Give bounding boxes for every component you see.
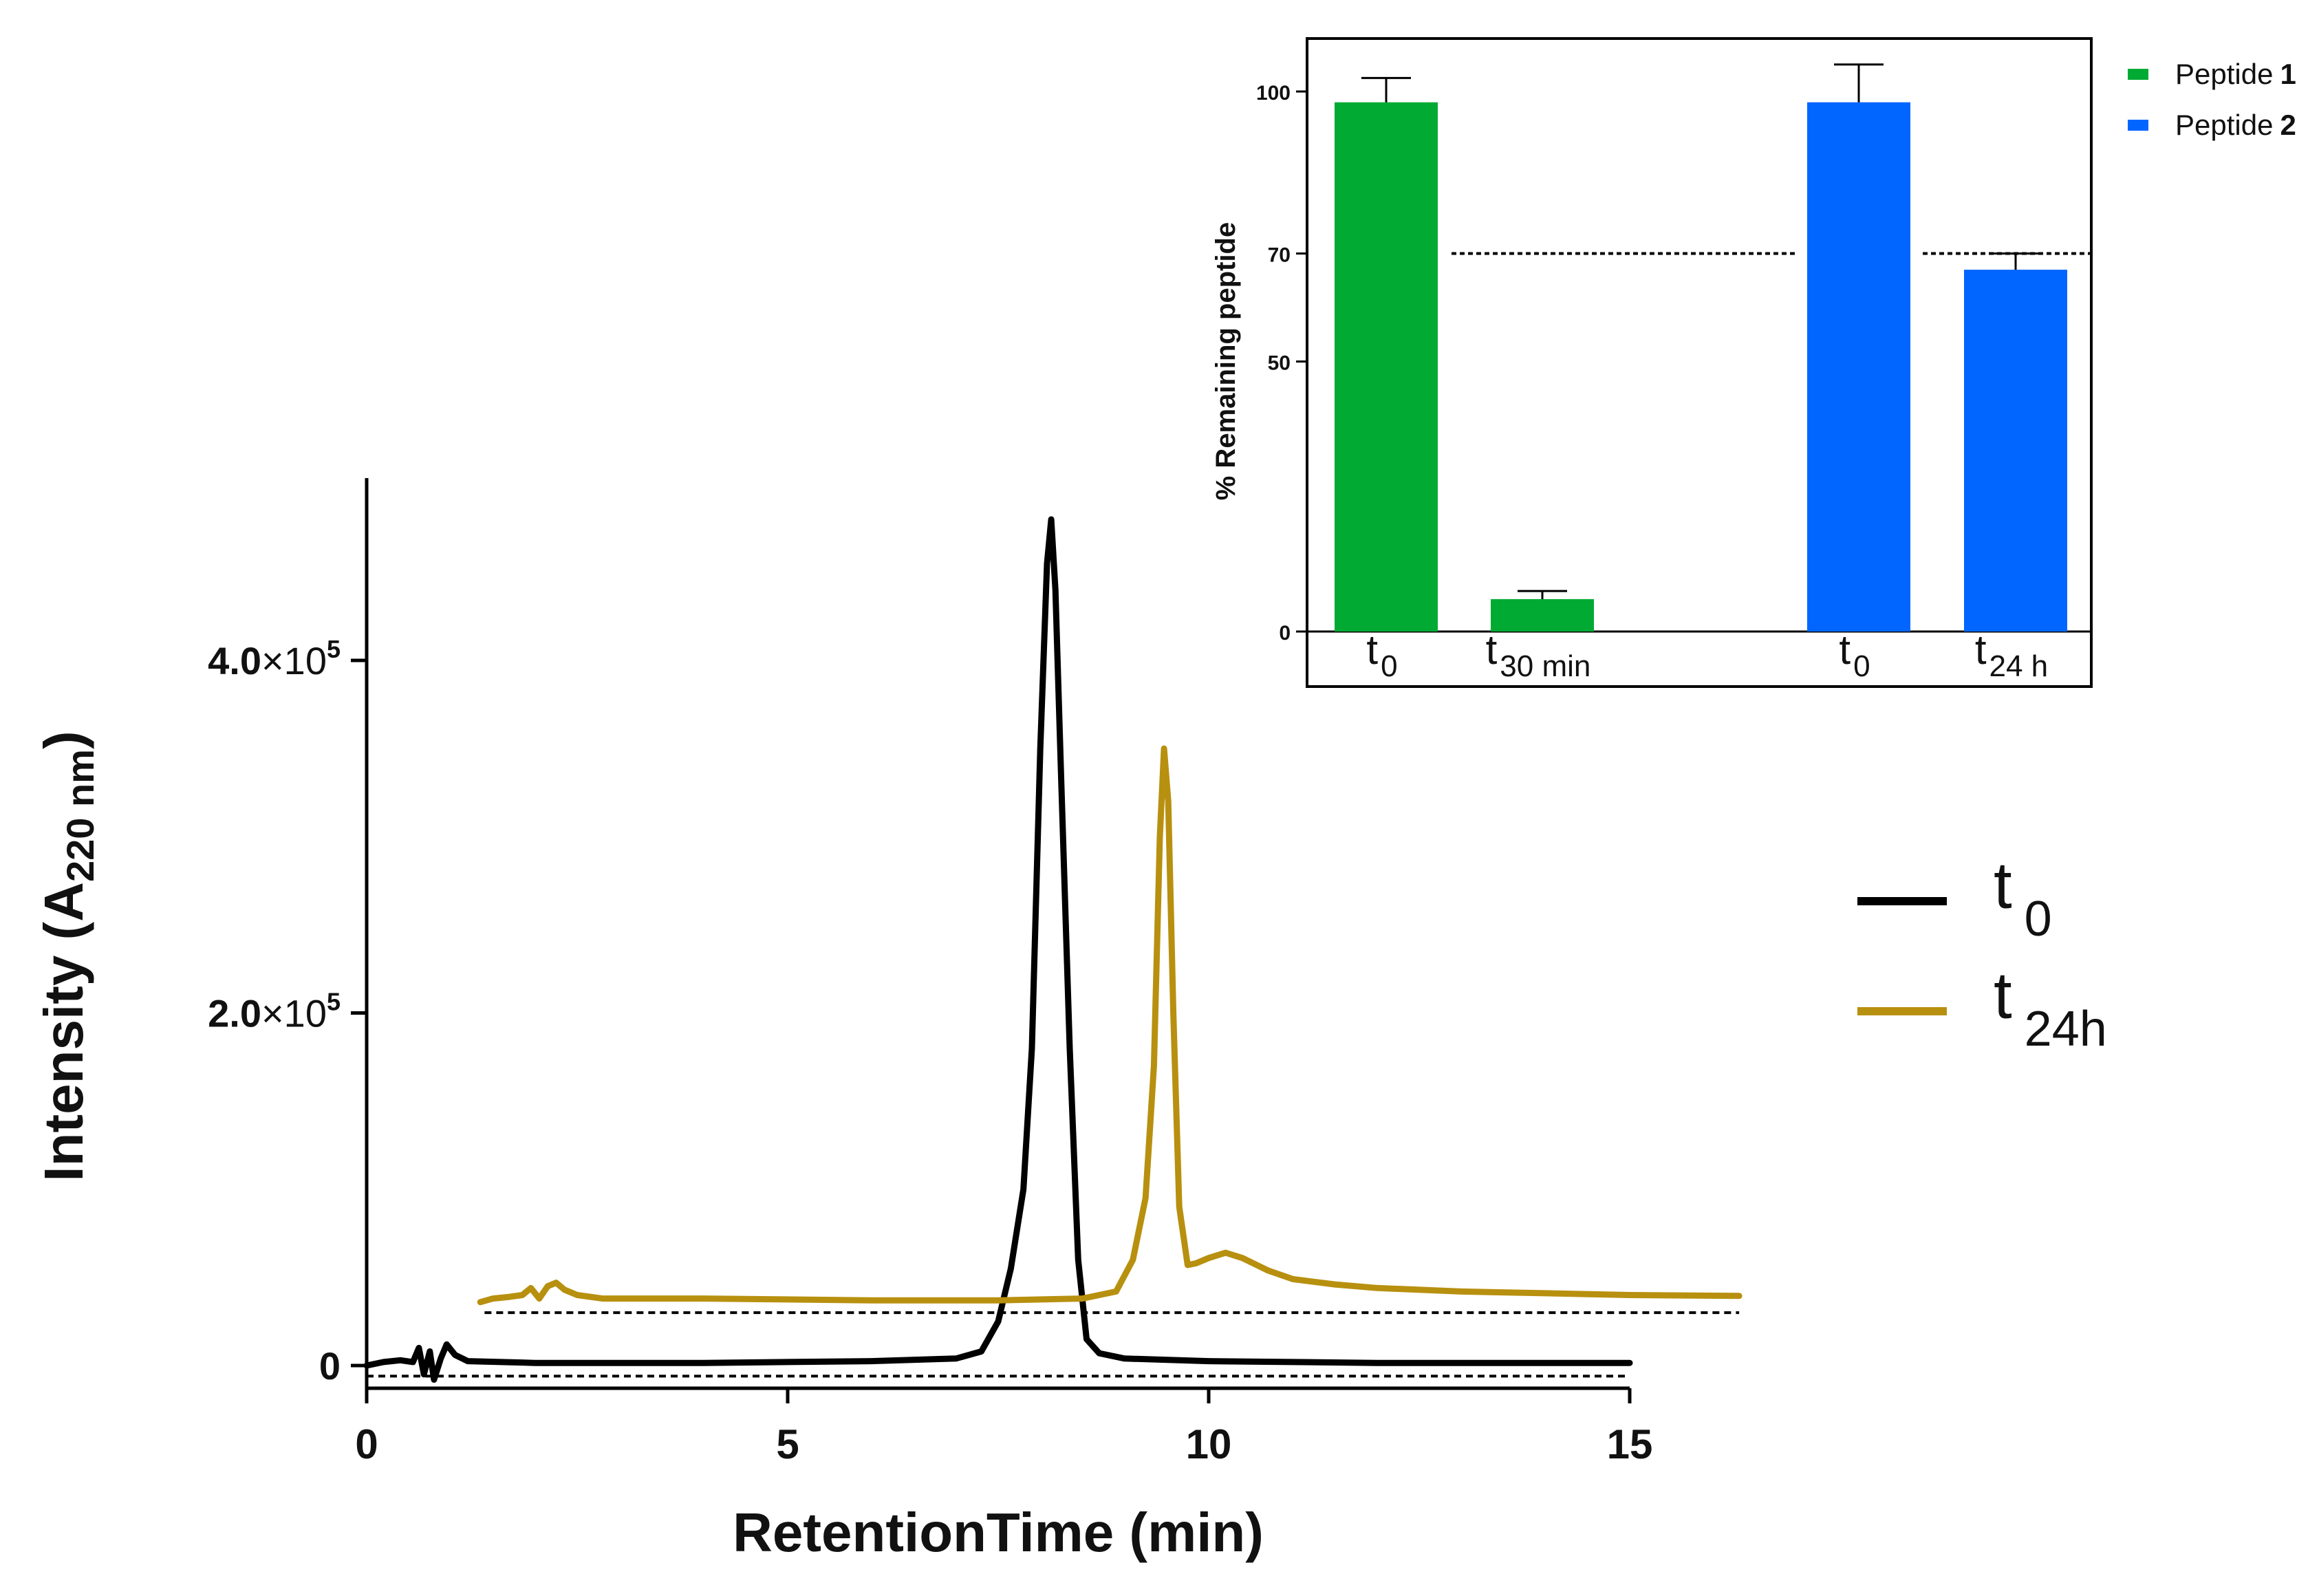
bar-p2-t0 <box>1807 102 1910 632</box>
main-y-axis-title: Intensity (A220 nm) <box>33 731 102 1181</box>
y-tick-mantissa-1: 2.0 <box>208 992 261 1035</box>
inset-legend-num-peptide-2: 2 <box>2280 109 2296 141</box>
series-line-t24h <box>477 745 1743 1306</box>
y-tick-base-1: ×10 <box>261 992 327 1035</box>
inset-y-axis-title: % Remaining peptide <box>1211 222 1241 501</box>
bar-label-main-p1-t0: t <box>1366 627 1378 673</box>
y-tick-label-0: 0 <box>319 1344 341 1388</box>
bar-p1-t0 <box>1335 102 1438 632</box>
inset-y-tick-label-100: 100 <box>1256 82 1291 105</box>
inset-y-tick-label-0: 0 <box>1279 622 1291 645</box>
bar-label-p2-t0: t0 <box>1839 627 1870 683</box>
legend-label-t24h-sub: 24h <box>2025 1002 2107 1057</box>
x-tick-label-10: 10 <box>1186 1421 1232 1467</box>
bar-label-p1-t0: t0 <box>1366 627 1397 683</box>
inset-legend-name-peptide-2: Peptide <box>2175 109 2273 141</box>
y-tick-mantissa-2: 4.0 <box>208 639 261 682</box>
inset-legend-item-peptide-1: Peptide 1 <box>2128 58 2296 90</box>
main-y-axis-title-sub: 220 nm <box>58 749 102 882</box>
y-tick-label-1: 2.0×105 <box>208 988 341 1035</box>
inset-legend-name-peptide-1: Peptide <box>2175 58 2273 90</box>
inset-legend-label-peptide-2: Peptide 2 <box>2175 109 2296 141</box>
bar-p2-t24h <box>1964 270 2067 632</box>
main-y-axis-title-close: ) <box>33 731 94 749</box>
legend-label-t0-main: t <box>1994 849 2012 923</box>
bar-label-main-p1-t30min: t <box>1486 627 1498 673</box>
y-tick-label-2: 4.0×105 <box>208 635 341 682</box>
bar-label-sub-p1-t0: 0 <box>1381 649 1397 683</box>
bar-label-main-p2-t24h: t <box>1975 627 1987 673</box>
series-line-t0 <box>363 516 1633 1383</box>
bar-label-sub-p2-t24h: 24 h <box>1989 649 2049 683</box>
main-y-axis-title-main: Intensity (A <box>33 882 94 1182</box>
legend-item-t24h: t 24h <box>1857 959 2107 1057</box>
y-tick-base-2: ×10 <box>261 639 327 682</box>
inset-legend-num-peptide-1: 1 <box>2280 58 2296 90</box>
inset-legend: Peptide 1 Peptide 2 <box>2128 58 2296 141</box>
y-tick-mantissa-0: 0 <box>319 1344 341 1388</box>
main-x-ticks: 0 5 10 15 <box>355 1388 1652 1467</box>
inset-y-tick-label-50: 50 <box>1268 352 1291 375</box>
legend-label-t0-sub: 0 <box>2025 892 2052 947</box>
inset-legend-swatch-peptide-1 <box>2128 69 2148 80</box>
legend-label-t24h: t 24h <box>1994 959 2107 1057</box>
bar-label-sub-p1-t30min: 30 min <box>1500 649 1590 683</box>
inset-y-ticks: 0 50 70 100 <box>1256 82 1307 645</box>
x-tick-label-15: 15 <box>1607 1421 1653 1467</box>
bar-p1-t30min <box>1491 598 1594 632</box>
main-x-axis-title: RetentionTime (min) <box>733 1502 1264 1563</box>
legend-label-t24h-main: t <box>1994 959 2012 1033</box>
inset-legend-label-peptide-1: Peptide 1 <box>2175 58 2296 90</box>
inset-legend-item-peptide-2: Peptide 2 <box>2128 109 2296 141</box>
main-series <box>363 516 1743 1383</box>
bar-label-main-p2-t0: t <box>1839 627 1851 673</box>
bar-label-sub-p2-t0: 0 <box>1853 649 1870 683</box>
bar-label-p1-t30min: t30 min <box>1486 627 1591 683</box>
bar-label-p2-t24h: t24 h <box>1975 627 2048 683</box>
main-baselines <box>367 1311 1740 1378</box>
x-tick-label-5: 5 <box>776 1421 799 1467</box>
y-tick-exponent-2: 5 <box>327 635 341 663</box>
inset-bars: t0 t30 min t0 t24 h <box>1335 63 2067 683</box>
inset-y-tick-label-70: 70 <box>1268 244 1291 267</box>
inset-legend-swatch-peptide-2 <box>2128 120 2148 131</box>
y-tick-exponent-1: 5 <box>327 988 341 1016</box>
x-tick-label-0: 0 <box>355 1421 378 1467</box>
